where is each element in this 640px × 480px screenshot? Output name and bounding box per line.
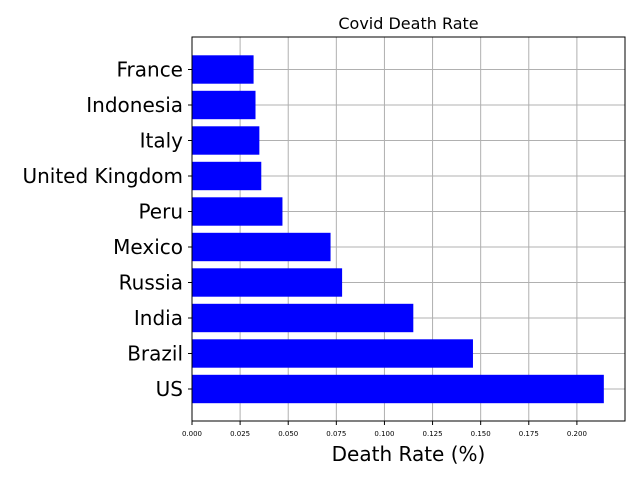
bar [192,232,331,262]
category-label: US [156,377,183,401]
category-label: Indonesia [86,93,183,117]
bar [192,126,260,155]
category-label: India [134,306,183,330]
category-label: Russia [119,271,183,295]
bar [192,90,256,120]
category-label: France [116,58,183,82]
x-tick-label: 0.075 [326,430,346,438]
x-tick-label: 0.125 [423,430,443,438]
y-axis-categories: US Brazil India Russia Mexico Peru United King… [22,58,192,401]
x-tick-label: 0.200 [567,430,587,438]
x-tick-label: 0.025 [230,430,250,438]
category-label: Mexico [113,235,183,259]
plot-frame [191,36,626,422]
bar [192,339,473,368]
category-label: Italy [140,129,184,153]
chart-title: Covid Death Rate [338,14,478,33]
bar [192,197,283,226]
bars [192,55,604,404]
bar [192,303,414,333]
bar [192,161,262,191]
x-tick-label: 0.000 [182,430,202,438]
bar [192,55,254,84]
x-tick-label: 0.150 [471,430,491,438]
x-tick-label: 0.175 [519,430,539,438]
x-axis-ticks: 0.000 0.025 0.050 0.075 0.100 0.125 0.150 0.175… [182,421,587,438]
x-tick-label: 0.100 [374,430,394,438]
bar [192,374,604,404]
x-tick-label: 0.050 [278,430,298,438]
x-axis-label: Death Rate (%) [332,442,486,466]
bar [192,268,343,297]
category-label: Peru [138,200,183,224]
category-label: United Kingdom [22,164,183,188]
category-label: Brazil [127,342,183,366]
